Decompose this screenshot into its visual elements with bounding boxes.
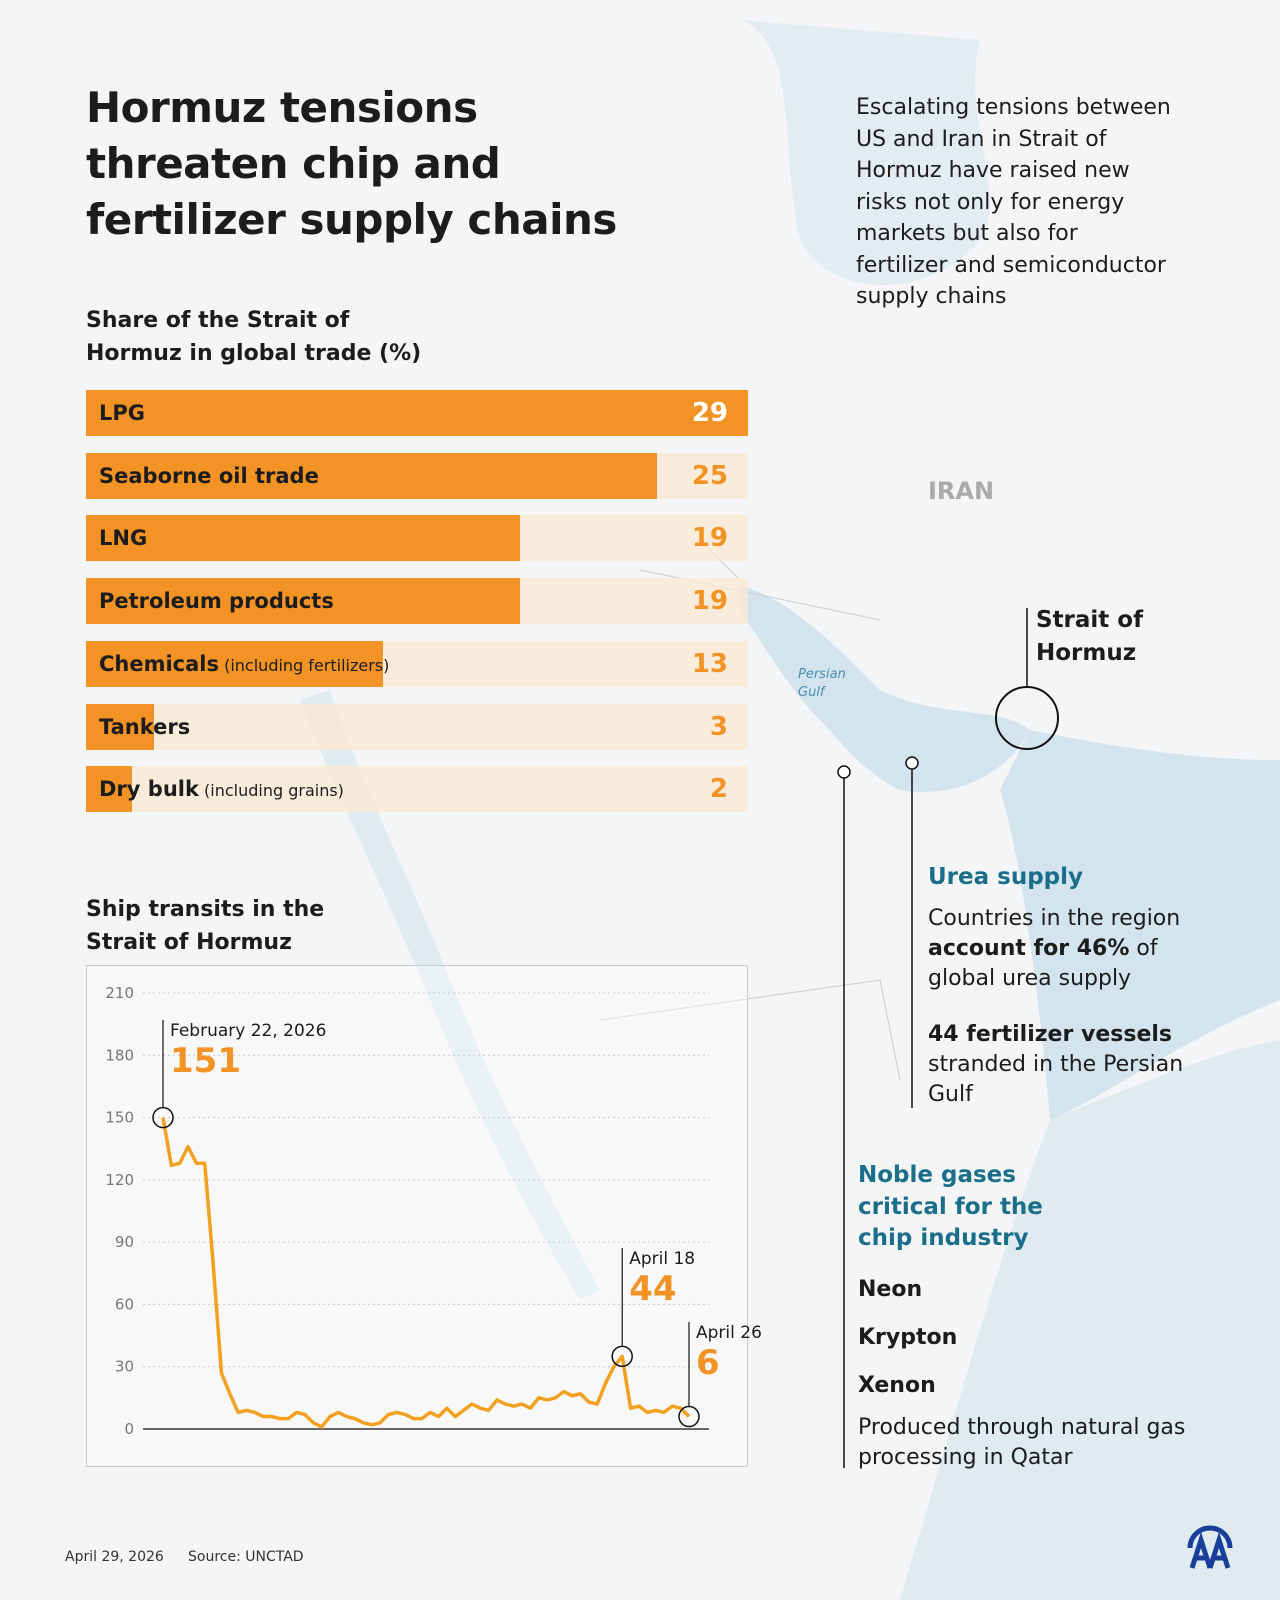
bar-value: 13	[691, 648, 728, 679]
bar	[86, 515, 520, 562]
strait-label: Strait of Hormuz	[1036, 607, 1144, 666]
arabian-sea	[900, 1040, 1280, 1600]
persian-gulf	[740, 585, 1030, 792]
bar	[86, 703, 155, 750]
bar-row: LPG 29	[86, 390, 748, 436]
bar-row: Chemicals (including fertilizers) 13	[86, 640, 748, 687]
bar	[86, 390, 748, 436]
gas-krypton: Krypton	[858, 1324, 958, 1350]
annotation-value: 6	[696, 1343, 720, 1383]
bar-label: LPG	[99, 401, 146, 425]
bar-label: Dry bulk (including grains)	[99, 777, 344, 802]
series-line	[161, 1117, 691, 1429]
gulf-of-oman	[1000, 730, 1280, 1120]
bar-value: 19	[691, 523, 728, 554]
gas-neon: Neon	[858, 1276, 923, 1302]
aa-logo	[1187, 1525, 1233, 1569]
bar	[86, 640, 383, 687]
line-chart-frame	[86, 965, 748, 1467]
urea-vessels-text: 44 fertilizer vessels stranded in the Pe…	[928, 1021, 1184, 1107]
bar-label: Tankers	[99, 714, 191, 739]
y-tick-label: 90	[115, 1233, 134, 1251]
bar-label: Petroleum products	[99, 589, 334, 614]
bar-label: LNG	[99, 526, 148, 551]
bar	[86, 766, 132, 813]
bar	[86, 452, 657, 499]
line-chart-title: Ship transits in the Strait of Hormuz	[86, 897, 325, 955]
bar-value: 19	[691, 586, 728, 617]
bar-label: Chemicals (including fertilizers)	[99, 651, 390, 676]
red-sea	[300, 690, 600, 1300]
page-title: Hormuz tensions threaten chip and fertil…	[86, 83, 617, 244]
bar-value: 29	[691, 398, 728, 428]
urea-section: Urea supply Countries in the region acco…	[928, 862, 1228, 1110]
country-label: IRAN	[928, 477, 995, 505]
bar-value: 3	[709, 711, 728, 742]
footer-date: April 29, 2026	[65, 1549, 164, 1565]
bar-row: Tankers 3	[86, 703, 748, 750]
annotation-value: 151	[170, 1041, 241, 1081]
bar-row: LNG 19	[86, 515, 748, 562]
y-tick-label: 0	[124, 1420, 134, 1438]
noble-title: Noble gases critical for the chip industry	[858, 1162, 1043, 1251]
y-tick-label: 180	[105, 1046, 134, 1064]
bar	[86, 578, 520, 625]
urea-share-text: Countries in the region account for 46% …	[928, 905, 1181, 991]
annotation-date: April 26	[696, 1323, 762, 1343]
sea-label: Persian Gulf	[798, 667, 846, 700]
bar-value: 25	[691, 460, 728, 491]
caspian-sea	[740, 20, 990, 285]
bar-row: Dry bulk (including grains) 2	[86, 766, 748, 813]
gas-xenon: Xenon	[858, 1372, 936, 1398]
noble-gases-section: Noble gases critical for the chip industry…	[858, 1160, 1188, 1473]
y-tick-label: 30	[115, 1358, 134, 1376]
bar-value: 2	[709, 774, 728, 805]
y-tick-label: 210	[105, 984, 134, 1002]
y-tick-label: 150	[105, 1109, 134, 1127]
intro-text: Escalating tensions between US and Iran …	[856, 95, 1171, 309]
noble-note: Produced through natural gas processing …	[858, 1414, 1186, 1470]
bar-row: Seaborne oil trade 25	[86, 452, 748, 499]
bar-chart-title: Share of the Strait of Hormuz in global t…	[86, 308, 422, 366]
footer-source: Source: UNCTAD	[188, 1549, 304, 1565]
annotation-value: 44	[629, 1269, 676, 1309]
bar-label: Seaborne oil trade	[99, 463, 319, 488]
annotation-date: April 18	[629, 1249, 695, 1269]
y-tick-label: 60	[115, 1295, 134, 1313]
urea-title: Urea supply	[928, 864, 1084, 890]
y-tick-label: 120	[105, 1171, 134, 1189]
bar-row: Petroleum products 19	[86, 578, 748, 625]
annotation-date: February 22, 2026	[170, 1021, 326, 1041]
